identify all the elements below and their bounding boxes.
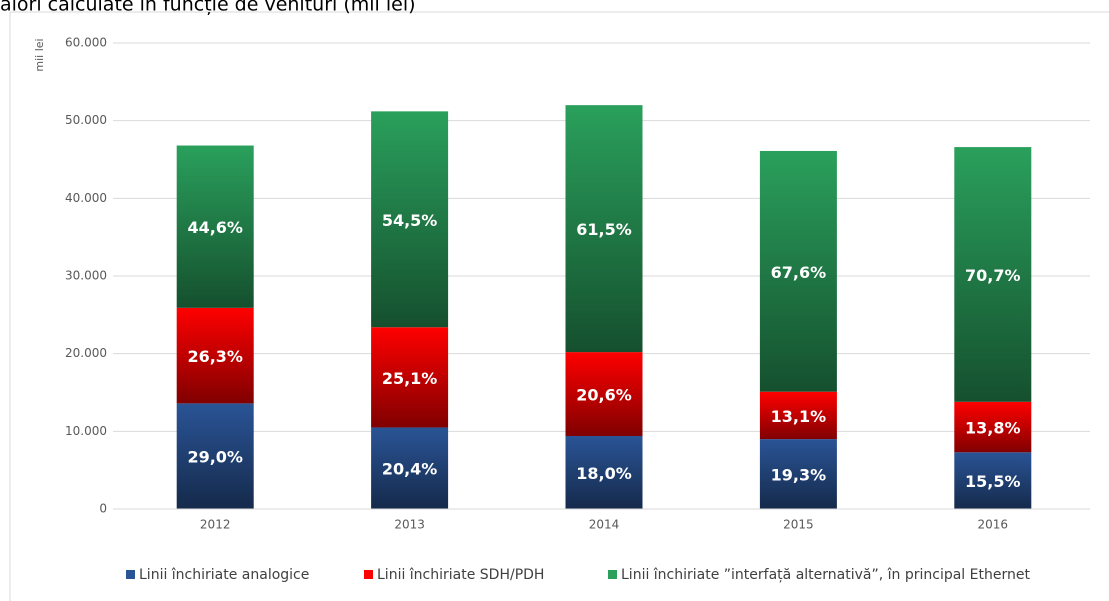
data-label: 70,7% [965, 266, 1021, 285]
data-label: 67,6% [771, 263, 827, 282]
bar-segment [954, 452, 1032, 509]
x-tick-label: 2016 [978, 518, 1009, 532]
y-tick-label: 50.000 [65, 113, 107, 127]
data-label: 61,5% [576, 220, 632, 239]
data-label: 15,5% [965, 472, 1021, 491]
data-label: 20,4% [382, 460, 438, 479]
bar-segment [759, 150, 837, 392]
bar-segment [176, 145, 254, 308]
bar-segment [176, 403, 254, 509]
x-tick-label: 2012 [200, 518, 231, 532]
bar-segment [565, 352, 643, 436]
x-tick-label: 2014 [589, 518, 620, 532]
bar-segment [565, 435, 643, 509]
bar-segment [371, 111, 449, 328]
data-label: 13,8% [965, 419, 1021, 438]
data-label: 44,6% [187, 218, 243, 237]
data-label: 20,6% [576, 386, 632, 405]
legend-swatch [608, 570, 617, 579]
bar-segment [176, 307, 254, 404]
y-tick-label: 0 [99, 502, 107, 516]
x-tick-label: 2013 [394, 518, 425, 532]
legend-swatch [126, 570, 135, 579]
y-tick-label: 10.000 [65, 424, 107, 438]
bar-segment [371, 427, 449, 509]
legend-swatch [364, 570, 373, 579]
legend-label: Linii închiriate analogice [139, 567, 309, 583]
bar-segment [759, 439, 837, 509]
y-tick-label: 40.000 [65, 191, 107, 205]
data-label: 26,3% [187, 347, 243, 366]
data-label: 25,1% [382, 369, 438, 388]
data-label: 13,1% [771, 407, 827, 426]
x-tick-label: 2015 [783, 518, 814, 532]
chart-title: alori calculate în funcție de venituri (… [0, 0, 416, 16]
y-tick-label: 30.000 [65, 269, 107, 283]
bar-segment [565, 105, 643, 353]
bar-segment [759, 391, 837, 440]
bar-segment [371, 327, 449, 428]
bar-segment [954, 147, 1032, 402]
legend-label: Linii închiriate SDH/PDH [377, 567, 544, 583]
data-label: 54,5% [382, 211, 438, 230]
y-tick-label: 20.000 [65, 346, 107, 360]
bar-segment [954, 401, 1032, 453]
y-axis-label: mii lei [33, 38, 46, 71]
data-label: 18,0% [576, 464, 632, 483]
data-label: 19,3% [771, 466, 827, 485]
data-label: 29,0% [187, 448, 243, 467]
y-tick-label: 60.000 [65, 36, 107, 50]
legend-label: Linii închiriate ”interfață alternativă”… [621, 567, 1030, 583]
